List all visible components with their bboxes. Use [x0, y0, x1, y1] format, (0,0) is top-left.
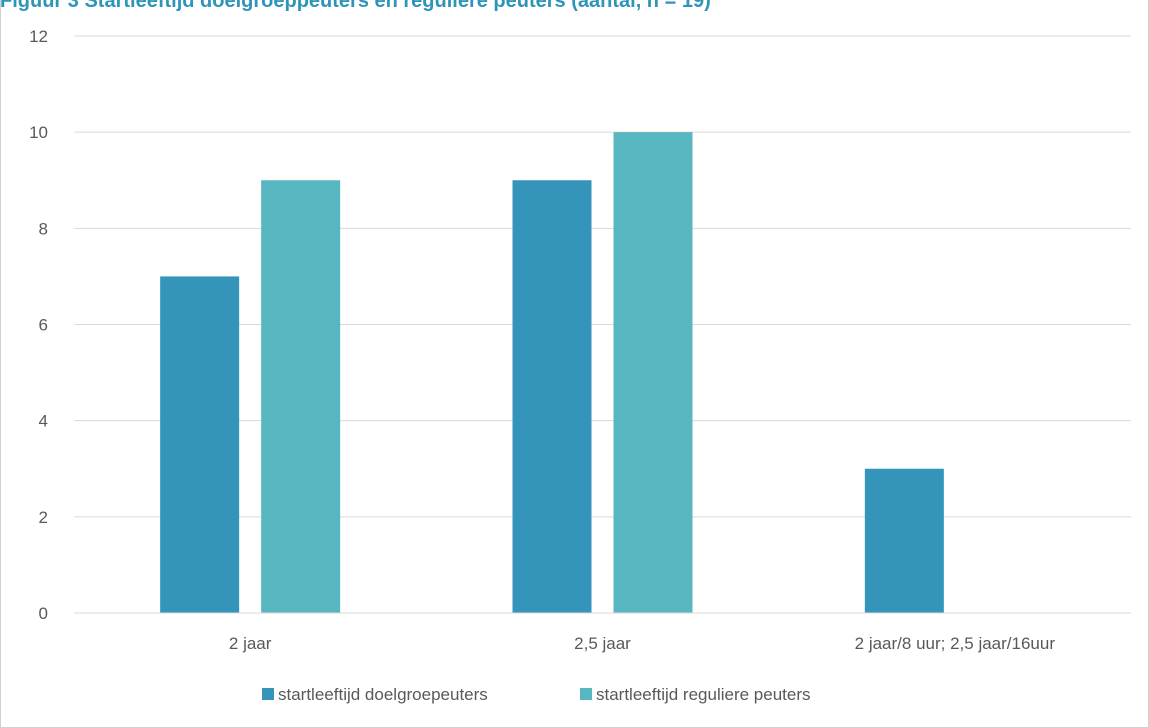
- bar-reguliere-peuters: [261, 180, 341, 613]
- y-tick-label: 6: [39, 316, 48, 335]
- legend: startleeftijd doelgroepeuters startleefti…: [262, 685, 811, 704]
- bars: [160, 132, 944, 613]
- y-tick-label: 10: [29, 123, 48, 142]
- chart-title: Figuur 3 Startleeftijd doelgroeppeuters …: [0, 0, 711, 12]
- y-tick-label: 4: [39, 412, 48, 431]
- y-tick-label: 8: [39, 219, 48, 238]
- legend-label: startleeftijd doelgroepeuters: [278, 685, 488, 704]
- x-axis-ticks: 2 jaar 2,5 jaar 2 jaar/8 uur; 2,5 jaar/16u…: [74, 612, 1131, 653]
- y-tick-label: 12: [29, 27, 48, 46]
- legend-swatch: [262, 688, 274, 700]
- bar-doelgroepeuters: [160, 276, 240, 613]
- bar-reguliere-peuters: [613, 132, 693, 613]
- y-tick-label: 0: [39, 604, 48, 623]
- bar-doelgroepeuters: [864, 468, 944, 613]
- x-tick-label: 2 jaar/8 uur; 2,5 jaar/16uur: [855, 634, 1056, 653]
- bar-doelgroepeuters: [512, 180, 592, 613]
- legend-swatch: [580, 688, 592, 700]
- legend-label: startleeftijd reguliere peuters: [596, 685, 811, 704]
- y-axis-ticks: 0 2 4 6 8 10 12: [29, 27, 48, 623]
- x-tick-label: 2,5 jaar: [574, 634, 631, 653]
- x-tick-label: 2 jaar: [229, 634, 272, 653]
- y-tick-label: 2: [39, 508, 48, 527]
